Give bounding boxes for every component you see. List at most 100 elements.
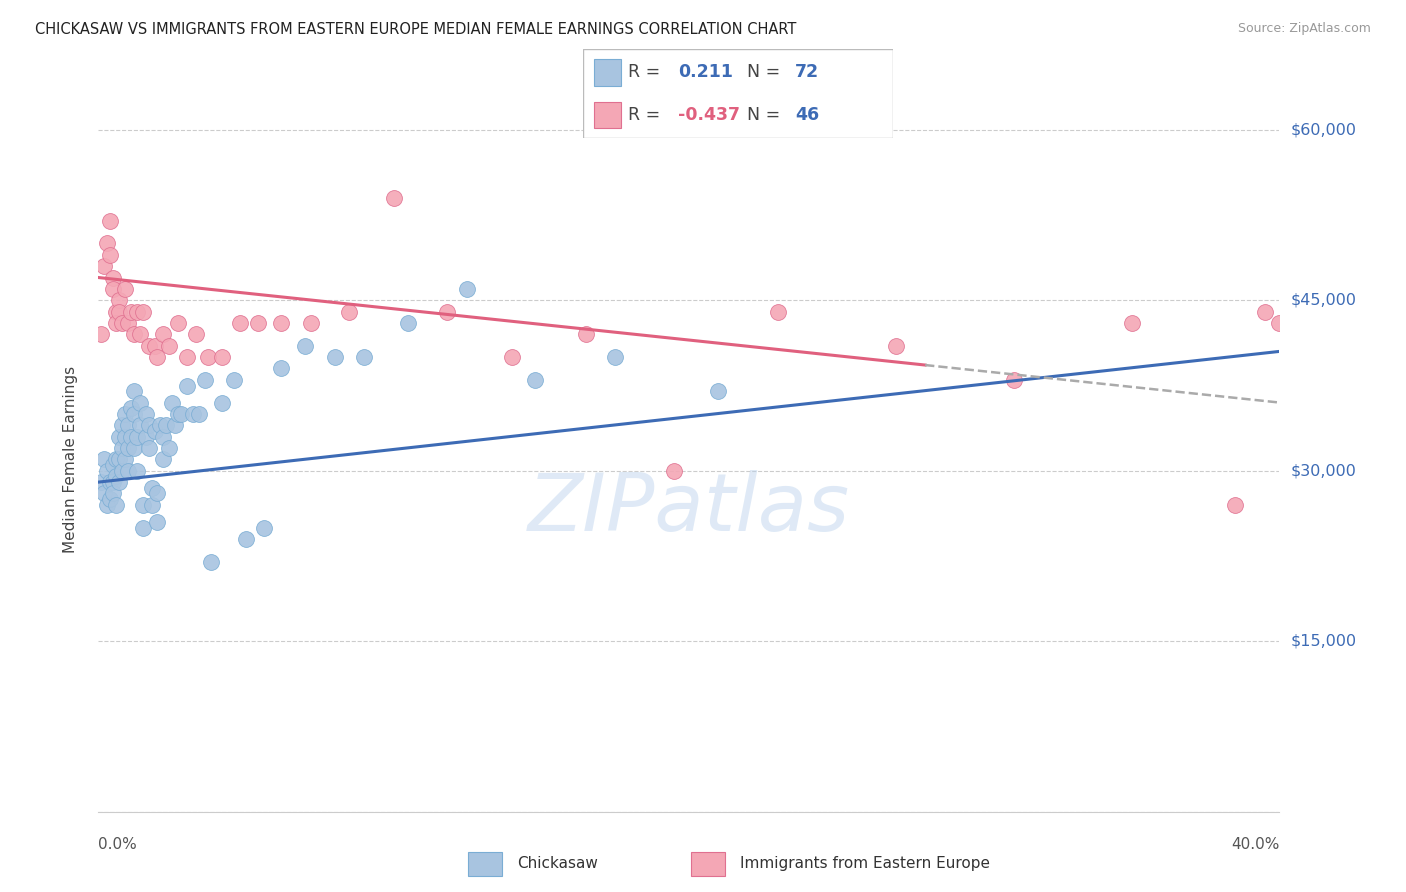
Point [135, 430, 157, 444]
Point [1268, 316, 1291, 330]
Point [146, 515, 169, 529]
Point [128, 418, 150, 433]
Point [176, 350, 198, 364]
Text: Chickasaw: Chickasaw [517, 856, 599, 871]
Point [1254, 304, 1277, 318]
Point [235, 532, 257, 546]
Point [149, 418, 172, 433]
Point [339, 304, 361, 318]
Point [132, 520, 155, 534]
Point [105, 304, 128, 318]
Point [103, 270, 125, 285]
Point [117, 418, 139, 433]
Point [299, 316, 322, 330]
Text: R =: R = [628, 63, 666, 81]
Point [436, 304, 458, 318]
Point [766, 304, 789, 318]
Point [1225, 498, 1247, 512]
Point [114, 282, 136, 296]
Point [114, 407, 136, 421]
Point [90, 327, 112, 342]
Text: 0.211: 0.211 [678, 63, 733, 81]
Point [105, 469, 128, 483]
Point [323, 350, 346, 364]
Point [132, 304, 155, 318]
Bar [595, 102, 620, 128]
Text: CHICKASAW VS IMMIGRANTS FROM EASTERN EUROPE MEDIAN FEMALE EARNINGS CORRELATION C: CHICKASAW VS IMMIGRANTS FROM EASTERN EUR… [35, 22, 797, 37]
Point [120, 430, 142, 444]
Text: ZIPatlas: ZIPatlas [527, 470, 851, 548]
Point [96, 464, 118, 478]
Point [884, 339, 907, 353]
Point [194, 373, 217, 387]
Point [181, 407, 204, 421]
Point [132, 498, 155, 512]
Text: Immigrants from Eastern Europe: Immigrants from Eastern Europe [740, 856, 990, 871]
Point [114, 452, 136, 467]
Point [105, 498, 128, 512]
Point [200, 555, 222, 569]
Point [96, 498, 118, 512]
Point [155, 418, 177, 433]
Bar [468, 852, 502, 876]
Point [707, 384, 730, 399]
Point [176, 378, 198, 392]
Point [93, 486, 115, 500]
Point [125, 430, 148, 444]
Point [187, 407, 209, 421]
Point [108, 475, 131, 489]
Point [1121, 316, 1143, 330]
Point [114, 430, 136, 444]
Point [108, 430, 131, 444]
Bar [595, 59, 620, 86]
Point [98, 475, 121, 489]
Point [90, 475, 112, 489]
Point [143, 424, 166, 438]
Bar [690, 852, 724, 876]
Point [108, 293, 131, 308]
Point [105, 316, 128, 330]
Point [122, 441, 145, 455]
Point [253, 520, 276, 534]
Point [575, 327, 598, 342]
Point [141, 498, 163, 512]
Point [111, 441, 134, 455]
Point [524, 373, 547, 387]
Point [117, 316, 139, 330]
Text: $30,000: $30,000 [1291, 463, 1357, 478]
Point [146, 486, 169, 500]
Point [170, 407, 193, 421]
Point [108, 452, 131, 467]
Point [152, 327, 174, 342]
Point [138, 441, 160, 455]
Point [224, 373, 246, 387]
Point [229, 316, 252, 330]
Point [111, 316, 134, 330]
Point [152, 452, 174, 467]
Point [138, 339, 160, 353]
Point [457, 282, 479, 296]
Point [98, 213, 121, 227]
Text: -0.437: -0.437 [678, 106, 740, 124]
Point [167, 407, 190, 421]
Point [122, 407, 145, 421]
Point [98, 492, 121, 507]
Point [141, 481, 163, 495]
Point [167, 316, 190, 330]
Point [211, 395, 233, 409]
Point [246, 316, 269, 330]
Point [501, 350, 523, 364]
Text: $15,000: $15,000 [1291, 633, 1357, 648]
Point [103, 458, 125, 472]
Point [103, 475, 125, 489]
Point [103, 282, 125, 296]
Text: 72: 72 [796, 63, 820, 81]
Point [138, 418, 160, 433]
Point [270, 361, 292, 376]
Point [165, 418, 187, 433]
Point [270, 316, 292, 330]
Point [125, 304, 148, 318]
Point [143, 339, 166, 353]
Point [664, 464, 686, 478]
Point [162, 395, 183, 409]
